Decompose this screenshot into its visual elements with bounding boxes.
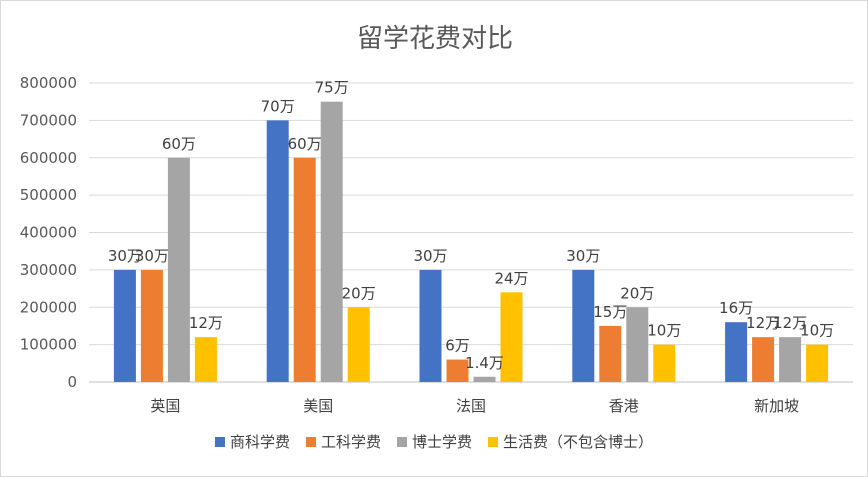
bar <box>347 307 370 382</box>
x-category-label: 法国 <box>456 397 486 415</box>
y-tick-label: 700000 <box>20 111 77 129</box>
legend-label: 生活费（不包含博士） <box>503 433 653 451</box>
y-tick-label: 600000 <box>20 149 77 167</box>
bar <box>473 376 496 382</box>
bars <box>113 101 829 382</box>
data-label: 1.4万 <box>465 354 504 372</box>
y-tick-label: 400000 <box>20 224 77 242</box>
bar <box>653 344 676 382</box>
bar <box>806 344 829 382</box>
y-tick-label: 100000 <box>20 336 77 354</box>
x-category-label: 英国 <box>150 397 180 415</box>
x-category-label: 新加坡 <box>754 397 799 415</box>
bar <box>572 269 595 382</box>
bar <box>293 157 316 382</box>
y-tick-label: 500000 <box>20 186 77 204</box>
y-tick-label: 0 <box>67 373 77 391</box>
bar <box>725 322 748 382</box>
legend-swatch <box>305 437 316 447</box>
data-label: 20万 <box>342 284 376 302</box>
y-tick-label: 300000 <box>20 261 77 279</box>
data-label: 70万 <box>261 97 295 115</box>
data-label: 15万 <box>593 303 627 321</box>
chart-title: 留学花费对比 <box>357 24 513 54</box>
data-label: 30万 <box>135 247 169 265</box>
data-label: 10万 <box>647 322 681 340</box>
data-label: 10万 <box>800 322 834 340</box>
legend-swatch <box>397 437 407 447</box>
data-labels: 30万30万60万12万70万60万75万20万30万6万1.4万24万30万1… <box>108 79 834 372</box>
x-category-label: 香港 <box>609 397 639 415</box>
data-label: 30万 <box>108 247 142 265</box>
data-label: 12万 <box>746 314 780 332</box>
legend-swatch <box>214 437 225 447</box>
legend-label: 工科学费 <box>321 433 381 451</box>
legend-label: 博士学费 <box>412 433 472 451</box>
data-label: 12万 <box>773 314 807 332</box>
data-label: 16万 <box>719 299 753 317</box>
bar <box>140 269 163 382</box>
data-label: 60万 <box>162 135 196 153</box>
bar <box>779 337 802 382</box>
data-label: 30万 <box>566 247 600 265</box>
bar <box>320 101 343 382</box>
data-label: 75万 <box>315 79 349 97</box>
y-tick-label: 800000 <box>20 74 77 92</box>
bar <box>626 307 649 382</box>
x-axis: 英国 美国 法国 香港 新加坡 <box>150 397 799 415</box>
bar <box>113 269 136 382</box>
legend: 商科学费 工科学费 博士学费 生活费（不包含博士） <box>214 433 653 451</box>
data-label: 24万 <box>494 269 528 287</box>
bar <box>419 269 442 382</box>
bar <box>266 120 289 382</box>
bar <box>194 337 217 382</box>
y-tick-label: 200000 <box>20 298 77 316</box>
data-label: 60万 <box>288 135 322 153</box>
legend-label: 商科学费 <box>230 433 290 451</box>
y-axis-ticks: 0 100000 200000 300000 400000 500000 600000 700… <box>20 74 77 391</box>
bar <box>446 359 469 382</box>
data-label: 30万 <box>413 247 447 265</box>
bar <box>500 292 523 382</box>
bar <box>599 325 622 382</box>
data-label: 12万 <box>189 314 223 332</box>
data-label: 20万 <box>620 284 654 302</box>
legend-swatch <box>488 437 499 447</box>
x-category-label: 美国 <box>303 397 333 415</box>
bar <box>167 157 190 382</box>
data-label: 6万 <box>445 337 470 355</box>
bar <box>752 337 775 382</box>
